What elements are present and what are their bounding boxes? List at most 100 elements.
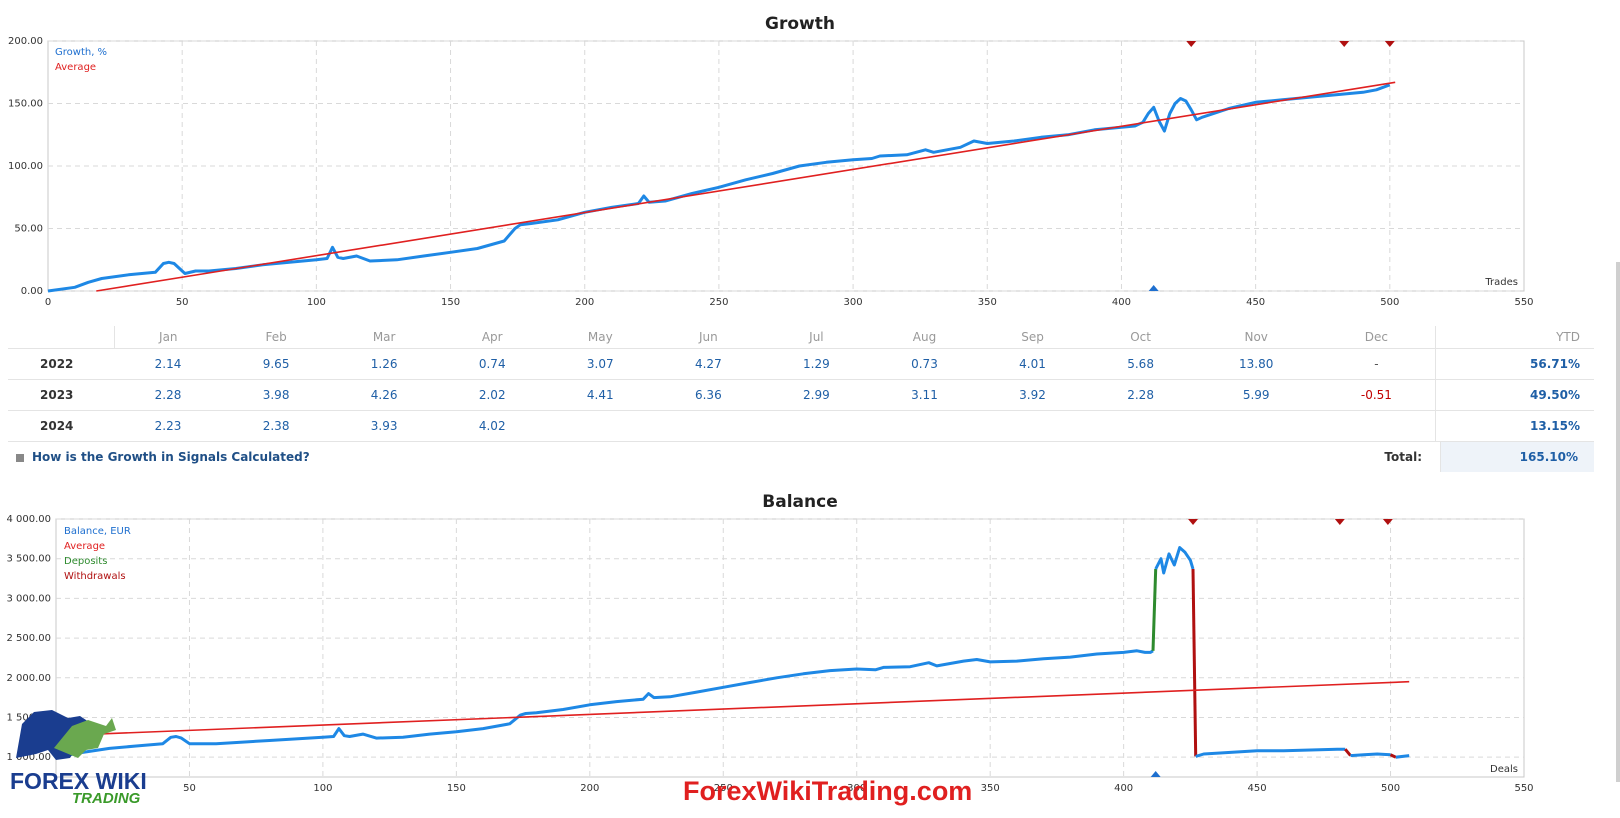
balance-series-withdrawals — [1191, 568, 1198, 757]
balance-series-balance-eur — [55, 649, 1154, 759]
month-value — [546, 410, 655, 442]
balance-series-balance-eur — [1195, 747, 1346, 758]
year-cell: 2024 — [8, 410, 114, 442]
growth-x-tick-label: 350 — [978, 297, 997, 308]
growth-withdrawal-marker-icon[interactable] — [1339, 41, 1350, 47]
month-value[interactable]: 2.02 — [438, 379, 547, 411]
month-header: Feb — [222, 326, 331, 349]
balance-x-tick-label: 150 — [447, 783, 466, 794]
balance-x-tick-label: 350 — [981, 783, 1000, 794]
month-value[interactable]: 3.93 — [330, 410, 439, 442]
month-value: - — [1317, 348, 1436, 380]
table-row: 2022 2.14 9.65 1.26 0.74 3.07 4.27 1.29 … — [8, 348, 1594, 380]
balance-legend-deposits: Deposits — [64, 556, 107, 567]
balance-withdrawal-marker-icon[interactable] — [1334, 519, 1345, 525]
month-value[interactable]: 5.99 — [1194, 379, 1318, 411]
balance-legend-balance: Balance, EUR — [64, 526, 131, 537]
month-header: Jun — [654, 326, 763, 349]
growth-calculation-link[interactable]: How is the Growth in Signals Calculated? — [16, 450, 310, 464]
growth-withdrawal-marker-icon[interactable] — [1186, 41, 1197, 47]
balance-plot-area — [55, 518, 1525, 778]
page-scrollbar[interactable] — [1616, 262, 1620, 782]
growth-deposit-marker-icon[interactable] — [1148, 285, 1159, 291]
balance-x-tick-label: 500 — [1381, 783, 1400, 794]
month-header: Apr — [438, 326, 547, 349]
balance-x-tick-label: 450 — [1248, 783, 1267, 794]
growth-withdrawal-marker-icon[interactable] — [1384, 41, 1395, 47]
month-value[interactable]: 2.99 — [762, 379, 871, 411]
total-label: Total: — [1384, 450, 1422, 464]
growth-legend-average: Average — [55, 62, 96, 73]
month-value — [1194, 410, 1318, 442]
month-value[interactable]: 2.14 — [114, 348, 223, 380]
balance-x-axis-label: Deals — [1490, 764, 1518, 775]
monthly-returns-table: Jan Feb Mar Apr May Jun Jul Aug Sep Oct … — [8, 326, 1594, 442]
ytd-value: 49.50% — [1435, 379, 1594, 411]
month-value[interactable]: 4.41 — [546, 379, 655, 411]
year-cell: 2023 — [8, 379, 114, 411]
balance-withdrawal-marker-icon[interactable] — [1382, 519, 1393, 525]
table-row: 2024 2.23 2.38 3.93 4.02 13.15% — [8, 410, 1594, 442]
balance-series-balance-eur — [1350, 752, 1391, 758]
balance-y-tick-label: 2 500.00 — [6, 633, 51, 644]
month-value[interactable]: 0.73 — [870, 348, 979, 380]
logo-subtext: TRADING — [72, 790, 141, 807]
growth-calculation-link-text[interactable]: How is the Growth in Signals Calculated? — [32, 450, 310, 464]
balance-y-tick-label: 3 000.00 — [6, 593, 51, 604]
balance-x-tick-label: 550 — [1514, 783, 1533, 794]
month-header: Dec — [1317, 326, 1436, 349]
month-value[interactable]: 4.26 — [330, 379, 439, 411]
balance-legend-average: Average — [64, 541, 105, 552]
month-value[interactable]: 4.27 — [654, 348, 763, 380]
month-header: Oct — [1086, 326, 1195, 349]
month-value[interactable]: 3.98 — [222, 379, 331, 411]
table-header-year — [8, 326, 115, 349]
month-header: Nov — [1194, 326, 1318, 349]
month-value[interactable]: 2.38 — [222, 410, 331, 442]
month-value[interactable]: 1.29 — [762, 348, 871, 380]
table-row: 2023 2.28 3.98 4.26 2.02 4.41 6.36 2.99 … — [8, 379, 1594, 411]
month-value[interactable]: 3.07 — [546, 348, 655, 380]
balance-series-withdrawals — [1344, 748, 1352, 757]
balance-deposit-marker-icon[interactable] — [1150, 771, 1161, 777]
month-value[interactable]: 2.28 — [114, 379, 223, 411]
month-value[interactable]: 4.01 — [978, 348, 1087, 380]
growth-y-tick-label: 150.00 — [8, 99, 43, 110]
month-value[interactable]: 4.02 — [438, 410, 547, 442]
balance-x-tick-label: 200 — [580, 783, 599, 794]
growth-x-tick-label: 500 — [1380, 297, 1399, 308]
growth-series-average — [96, 81, 1396, 292]
balance-withdrawal-marker-icon[interactable] — [1188, 519, 1199, 525]
month-value[interactable]: 1.26 — [330, 348, 439, 380]
growth-legend-growth: Growth, % — [55, 47, 107, 58]
month-value[interactable]: 2.23 — [114, 410, 223, 442]
month-value[interactable]: 0.74 — [438, 348, 547, 380]
ytd-value: 13.15% — [1435, 410, 1594, 442]
balance-series-deposits — [1151, 568, 1158, 651]
balance-title: Balance — [762, 492, 838, 512]
balance-series-average — [55, 680, 1410, 737]
month-value[interactable]: 3.92 — [978, 379, 1087, 411]
bull-silhouette-icon — [54, 718, 116, 758]
month-value[interactable]: 9.65 — [222, 348, 331, 380]
growth-x-tick-label: 300 — [844, 297, 863, 308]
total-value: 165.10% — [1440, 442, 1594, 472]
growth-x-tick-label: 50 — [176, 297, 189, 308]
balance-y-tick-label: 3 500.00 — [6, 554, 51, 565]
growth-x-tick-label: 150 — [441, 297, 460, 308]
month-value[interactable]: 5.68 — [1086, 348, 1195, 380]
month-value[interactable]: 3.11 — [870, 379, 979, 411]
month-value[interactable]: 6.36 — [654, 379, 763, 411]
month-value[interactable]: 2.28 — [1086, 379, 1195, 411]
balance-series-balance-eur — [1395, 754, 1410, 759]
month-value — [978, 410, 1087, 442]
balance-x-tick-label: 100 — [313, 783, 332, 794]
balance-x-tick-label: 400 — [1114, 783, 1133, 794]
growth-y-tick-label: 0.00 — [21, 286, 43, 297]
month-value[interactable]: -0.51 — [1317, 379, 1436, 411]
ytd-header: YTD — [1435, 326, 1594, 349]
growth-chart: 0.00 50.00 100.00 150.00 200.00 0 50 100 150 200… — [8, 36, 1534, 308]
growth-x-tick-label: 450 — [1246, 297, 1265, 308]
month-value[interactable]: 13.80 — [1194, 348, 1318, 380]
